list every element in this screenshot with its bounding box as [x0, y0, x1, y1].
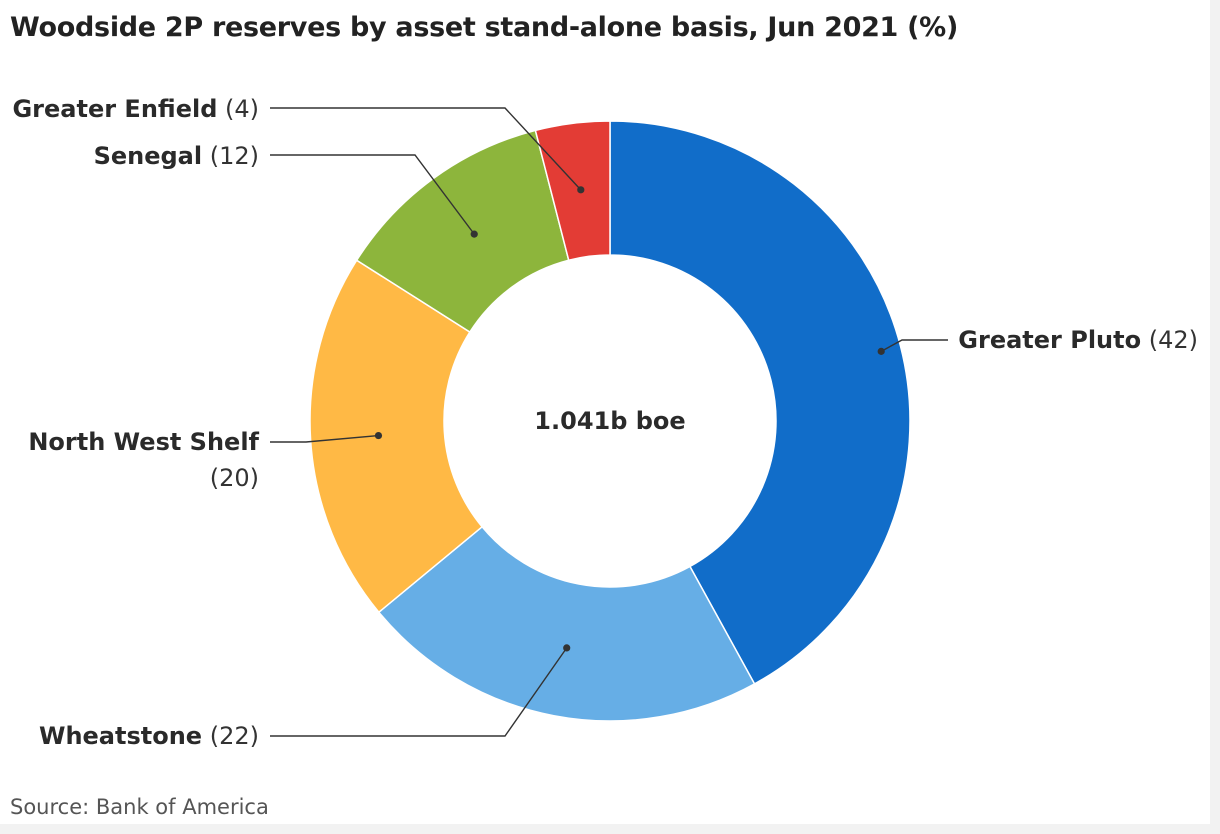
label-value-wheatstone: (22)	[202, 722, 259, 750]
label-value-senegal: (12)	[202, 142, 259, 170]
slice-north-west-shelf	[309, 259, 484, 614]
slice-wheatstone	[377, 525, 756, 722]
leader-line-greater-pluto	[880, 339, 948, 352]
label-value-greater-enfield: (4)	[217, 95, 259, 123]
leader-dot-greater-pluto	[877, 347, 885, 355]
leader-lines	[270, 107, 948, 737]
leader-dot-wheatstone	[563, 644, 571, 652]
source-note: Source: Bank of America	[10, 795, 269, 819]
leader-line-senegal	[270, 154, 475, 235]
label-greater-pluto: Greater Pluto (42)	[958, 326, 1198, 354]
label-name-north-west-shelf: North West Shelf	[28, 428, 259, 456]
slice-labels: Greater Pluto (42) Wheatstone (22) North W…	[12, 95, 1198, 750]
label-north-west-shelf-line-2: (20)	[210, 464, 259, 492]
label-value-greater-pluto: (42)	[1141, 326, 1198, 354]
leader-dot-north-west-shelf	[374, 431, 383, 440]
donut-slices	[309, 120, 911, 722]
slice-greater-enfield	[534, 120, 611, 262]
leader-line-wheatstone	[270, 647, 568, 737]
label-senegal: Senegal (12)	[94, 142, 259, 170]
leader-line-north-west-shelf	[270, 434, 379, 443]
donut-chart: Greater Pluto (42) Wheatstone (22) North W…	[12, 95, 1198, 750]
label-name-wheatstone: Wheatstone	[39, 722, 202, 750]
label-north-west-shelf-line-1: North West Shelf	[28, 428, 259, 456]
slice-greater-pluto	[609, 120, 911, 685]
center-total-label: 1.041b boe	[534, 407, 685, 435]
chart-title: Woodside 2P reserves by asset stand-alon…	[10, 12, 958, 43]
leader-dot-greater-enfield	[577, 186, 585, 194]
label-name-senegal: Senegal	[94, 142, 203, 170]
label-value-north-west-shelf: (20)	[210, 464, 259, 492]
label-wheatstone: Wheatstone (22)	[39, 722, 259, 750]
chart-panel: Woodside 2P reserves by asset stand-alon…	[0, 0, 1210, 824]
leader-dot-senegal	[470, 230, 478, 238]
label-name-greater-pluto: Greater Pluto	[958, 326, 1141, 354]
leader-line-greater-enfield	[270, 107, 582, 191]
label-greater-enfield: Greater Enfield (4)	[12, 95, 259, 123]
label-name-greater-enfield: Greater Enfield	[12, 95, 217, 123]
